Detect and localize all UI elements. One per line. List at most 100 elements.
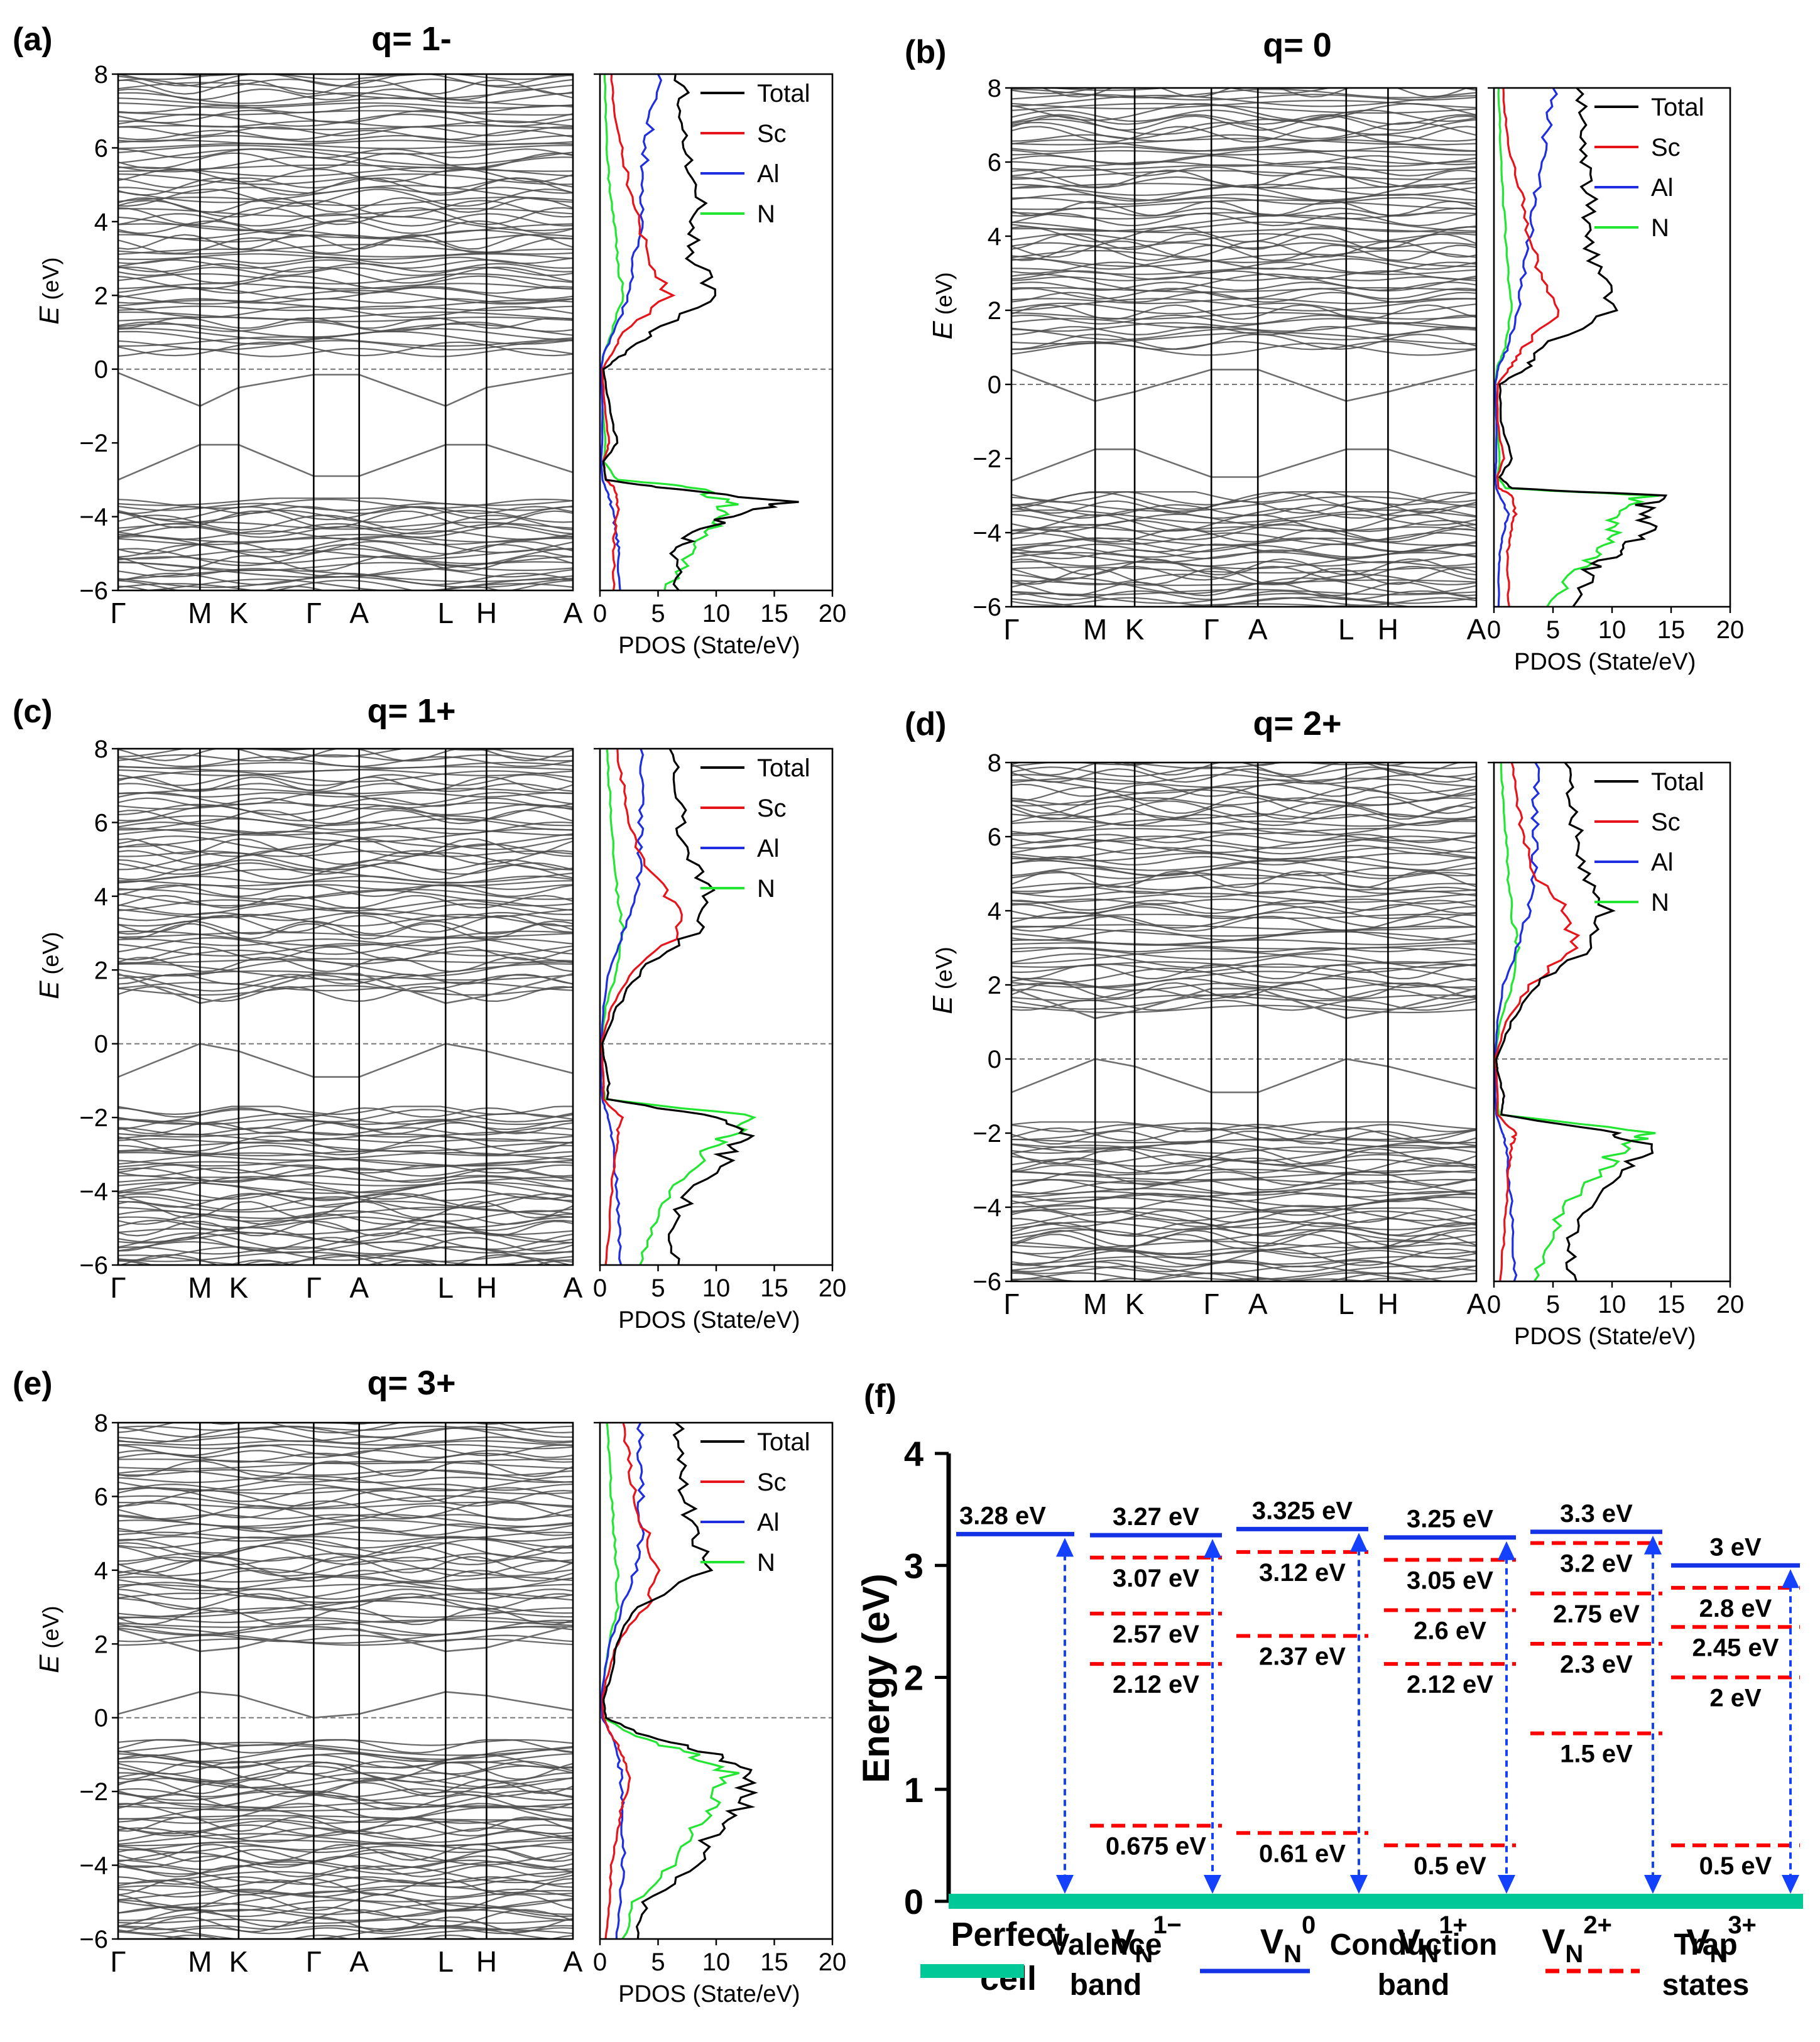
band-line xyxy=(1011,1205,1476,1222)
pdos-al-line xyxy=(1494,88,1559,607)
kpoint-label: A xyxy=(349,1271,369,1304)
band-line xyxy=(1011,281,1476,291)
band-line xyxy=(118,756,573,768)
gap-arrow-head xyxy=(1782,1569,1799,1589)
band-line xyxy=(1011,1207,1476,1213)
band-line xyxy=(118,1206,573,1219)
band-line xyxy=(118,1607,573,1618)
band-line xyxy=(118,497,573,506)
band-line xyxy=(118,1859,573,1871)
legend-label: Sc xyxy=(757,795,787,822)
band-line xyxy=(118,1469,573,1476)
band-line xyxy=(118,1592,573,1604)
band-line xyxy=(1011,276,1476,281)
xtick-label: 15 xyxy=(760,1274,788,1302)
pdos-xlabel: PDOS (State/eV) xyxy=(618,633,800,659)
band-line xyxy=(1011,287,1476,293)
legend-label: N xyxy=(757,875,775,903)
band-line xyxy=(118,1526,573,1536)
defect-band xyxy=(118,443,573,481)
band-line xyxy=(118,1220,573,1237)
kpoint-label: Γ xyxy=(1003,613,1019,646)
band-line xyxy=(1011,164,1476,171)
pdos-al-line xyxy=(1494,763,1540,1281)
band-line xyxy=(118,1458,573,1465)
pdos-frame xyxy=(599,73,834,592)
band-line xyxy=(1011,1209,1476,1224)
band-line xyxy=(118,1228,573,1236)
band-line xyxy=(118,1788,573,1798)
category-sup: 2+ xyxy=(1583,1911,1612,1939)
band-line xyxy=(1011,166,1476,177)
band-line xyxy=(118,323,573,338)
band-line xyxy=(118,938,573,947)
band-line xyxy=(1011,1248,1476,1266)
pdos-frame xyxy=(1493,761,1731,1283)
band-line xyxy=(118,827,573,836)
conduction-label: 3.28 eV xyxy=(959,1502,1046,1529)
band-line xyxy=(118,1871,573,1884)
band-line xyxy=(118,1865,573,1884)
xtick-label: 20 xyxy=(819,600,847,627)
band-line xyxy=(118,1865,573,1877)
band-line xyxy=(118,1536,573,1542)
band-line xyxy=(118,1542,573,1558)
kpoint-label: K xyxy=(229,1271,249,1304)
band-line xyxy=(118,321,573,332)
ytick-label: −6 xyxy=(79,1252,108,1279)
band-frame xyxy=(1010,87,1478,608)
band-line xyxy=(118,1851,573,1866)
band-line xyxy=(118,336,573,347)
band-line xyxy=(118,298,573,304)
band-lines xyxy=(1011,763,1476,1281)
category-label: VN2+ xyxy=(1542,1911,1612,1968)
band-line xyxy=(118,266,573,276)
band-line xyxy=(118,1236,573,1252)
trap-label: 3.05 eV xyxy=(1407,1567,1493,1594)
pdos-n-line xyxy=(1494,763,1656,1281)
band-line xyxy=(118,134,573,143)
legend-label: Sc xyxy=(757,120,787,148)
ytick-label: 0 xyxy=(988,371,1001,399)
band-line xyxy=(118,749,573,762)
band-line xyxy=(118,139,573,145)
band-line xyxy=(118,1483,573,1491)
pdos-xlabel: PDOS (State/eV) xyxy=(1514,649,1696,675)
band-line xyxy=(118,510,573,529)
trap-label: 2.75 eV xyxy=(1553,1600,1640,1628)
trap-label: 3.12 eV xyxy=(1259,1559,1346,1587)
band-line xyxy=(1011,783,1476,797)
gap-arrow-head xyxy=(1204,1875,1221,1894)
band-line xyxy=(1011,818,1476,836)
legend-label: Al xyxy=(757,835,780,862)
band-line xyxy=(118,572,573,585)
band-line xyxy=(118,1918,573,1924)
kpoint-label: L xyxy=(437,1271,454,1304)
band-line xyxy=(118,946,573,961)
ytick-label: 6 xyxy=(988,149,1001,177)
trap-label: 0.5 eV xyxy=(1699,1852,1772,1880)
band-line xyxy=(118,1502,573,1510)
band-line xyxy=(1011,233,1476,243)
band-line xyxy=(118,1495,573,1509)
yaxis-label: E (eV) xyxy=(927,947,958,1014)
band-line xyxy=(1011,261,1476,274)
category-label: VN1− xyxy=(1111,1911,1182,1968)
ytick-label: −2 xyxy=(79,1104,108,1132)
band-line xyxy=(118,74,573,87)
band-line xyxy=(118,340,573,350)
pdos-xlabel: PDOS (State/eV) xyxy=(618,1307,800,1333)
trap-label: 2 eV xyxy=(1709,1685,1762,1712)
gap-arrow-head xyxy=(1204,1539,1221,1558)
band-line xyxy=(1011,579,1476,586)
conduction-label: 3.25 eV xyxy=(1407,1506,1493,1533)
band-line xyxy=(1011,253,1476,268)
panel-6: (f) 0 1 2 3 4 Energy (eV) 3.28 eV 3.27 eV 3.07 eV… xyxy=(855,1378,1803,2002)
kpoint-label: H xyxy=(1378,613,1398,646)
band-line xyxy=(118,1476,573,1484)
band-line xyxy=(118,1489,573,1507)
band-line xyxy=(1011,519,1476,533)
band-line xyxy=(118,1583,573,1590)
